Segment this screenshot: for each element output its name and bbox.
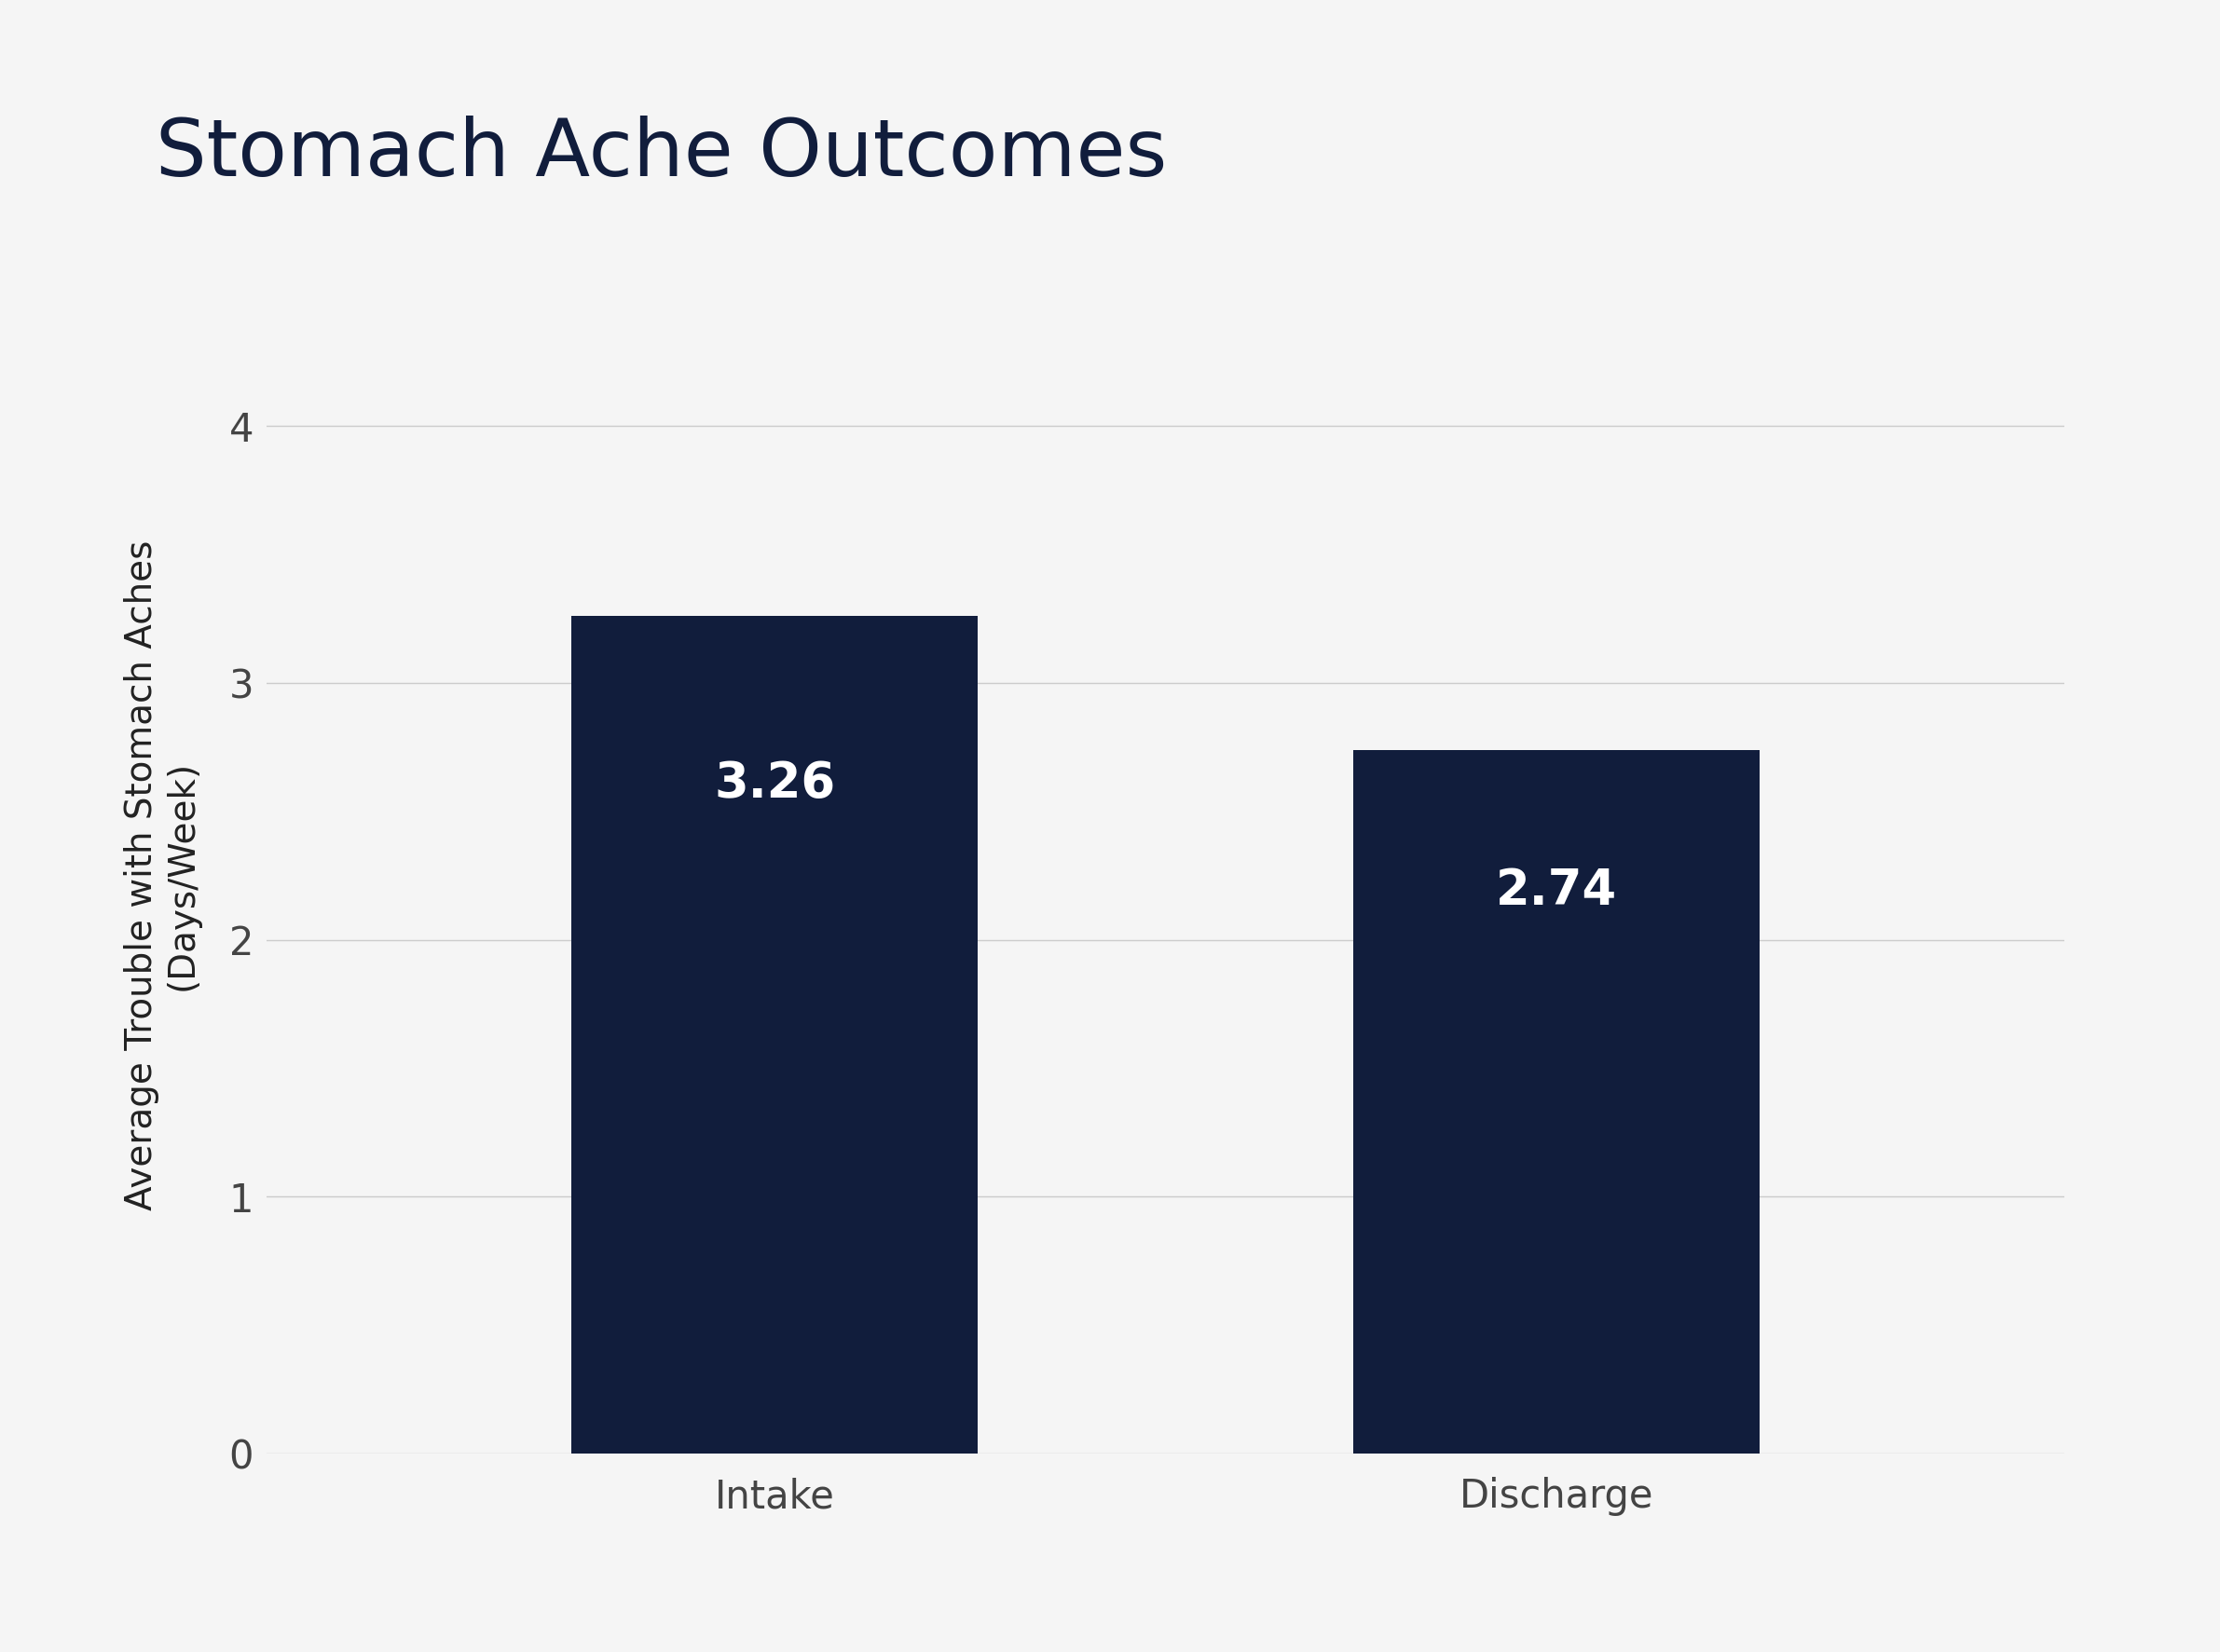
Text: 2.74: 2.74 bbox=[1496, 866, 1616, 915]
Text: Stomach Ache Outcomes: Stomach Ache Outcomes bbox=[155, 116, 1168, 193]
Text: 3.26: 3.26 bbox=[715, 760, 835, 808]
Bar bbox=[571, 616, 977, 1454]
Bar bbox=[1354, 750, 1760, 1454]
Y-axis label: Average Trouble with Stomach Aches
(Days/Week): Average Trouble with Stomach Aches (Days… bbox=[124, 540, 200, 1211]
